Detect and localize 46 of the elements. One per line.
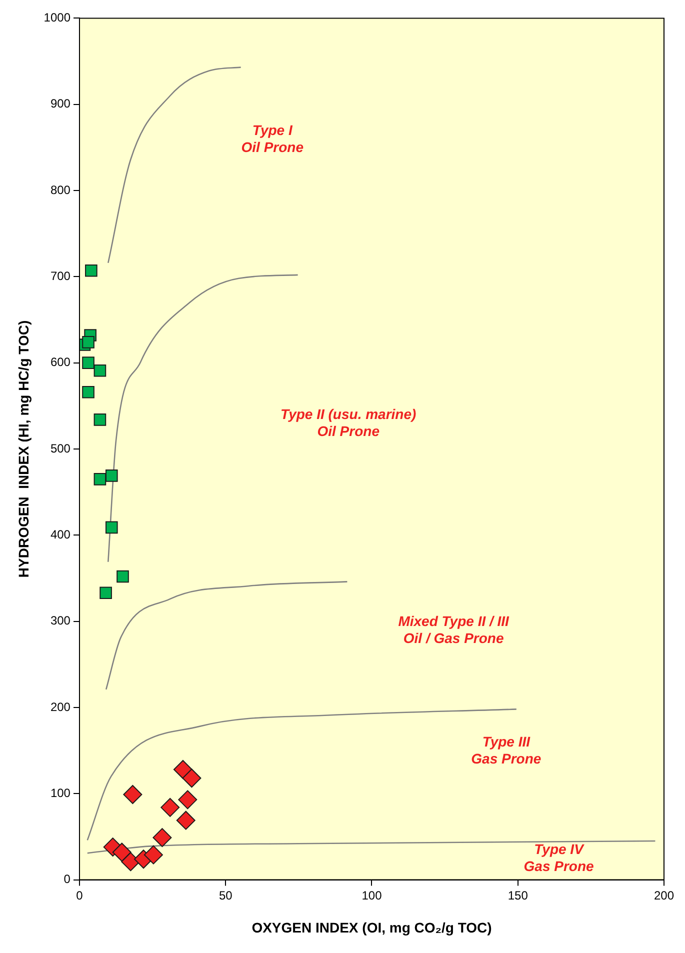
point xyxy=(94,364,106,377)
annotation: Type II (usu. marine) Oil Prone xyxy=(280,406,417,440)
x-tick-label: 200 xyxy=(654,888,674,902)
y-tick-label: 900 xyxy=(50,96,71,111)
y-tick-label: 0 xyxy=(64,872,71,886)
line-series xyxy=(107,66,242,264)
point xyxy=(85,264,98,277)
y-tick-label: 100 xyxy=(50,786,71,800)
x-tick-label: 50 xyxy=(218,888,233,902)
point xyxy=(144,845,163,864)
point xyxy=(160,798,180,817)
annotation: Type IV Gas Prone xyxy=(524,841,594,874)
point xyxy=(94,473,106,486)
y-axis-title: HYDROGEN INDEX (HI, mg HC/g TOC) xyxy=(15,320,32,578)
annotation: Type III Gas Prone xyxy=(471,734,542,767)
point xyxy=(105,470,118,482)
y-tick-label: 200 xyxy=(50,700,71,714)
point xyxy=(82,386,94,398)
y-tick-label: 700 xyxy=(50,268,71,283)
point xyxy=(152,828,172,848)
point xyxy=(173,760,192,780)
point xyxy=(121,852,140,872)
line-series xyxy=(105,581,348,690)
x-tick-label: 0 xyxy=(76,888,84,902)
x-axis-title: OXYGEN INDEX (OI, mg CO₂/g TOC) xyxy=(252,919,492,936)
point xyxy=(123,785,142,804)
point xyxy=(112,842,132,862)
point xyxy=(176,810,196,830)
x-tick-label: 150 xyxy=(508,888,528,902)
point xyxy=(178,790,198,810)
point xyxy=(105,521,118,534)
point xyxy=(82,356,94,369)
point xyxy=(182,768,202,788)
y-tick-label: 800 xyxy=(50,182,71,197)
y-tick-label: 300 xyxy=(50,614,71,628)
annotation: Mixed Type II / III Oil / Gas Prone xyxy=(398,612,510,646)
y-tick-label: 1000 xyxy=(44,10,71,25)
point xyxy=(82,336,94,348)
annotation: Type I Oil Prone xyxy=(241,122,304,155)
point xyxy=(116,570,129,583)
point xyxy=(100,586,112,600)
y-tick-label: 600 xyxy=(50,355,71,370)
x-tick-label: 100 xyxy=(362,888,382,902)
point xyxy=(94,414,106,426)
y-tick-label: 400 xyxy=(50,527,71,542)
y-tick-label: 500 xyxy=(50,441,71,456)
